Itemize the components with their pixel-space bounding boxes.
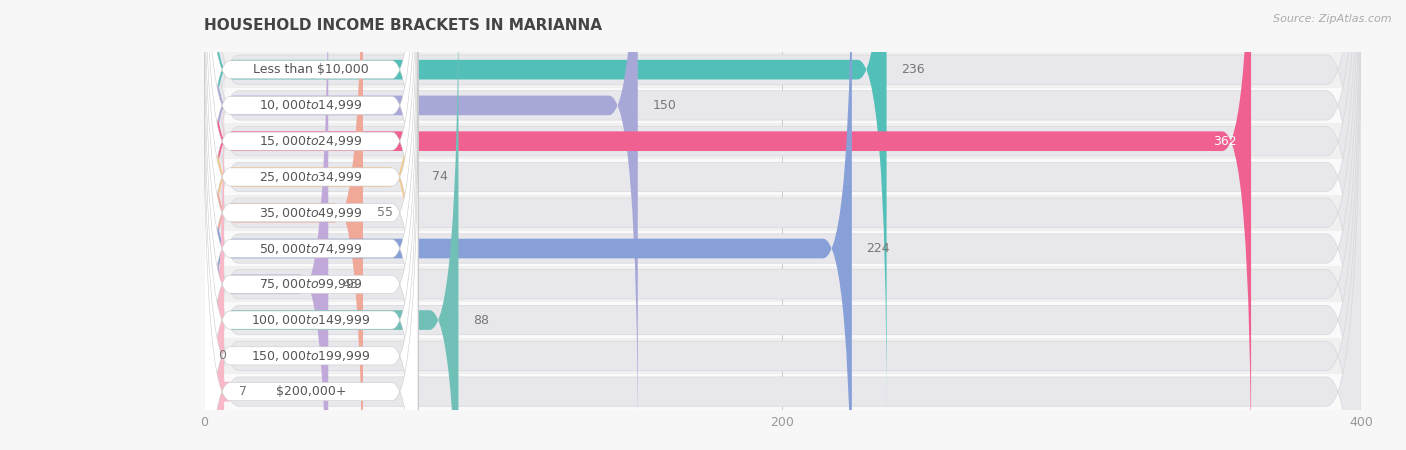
Text: Source: ZipAtlas.com: Source: ZipAtlas.com: [1274, 14, 1392, 23]
FancyBboxPatch shape: [204, 0, 1361, 450]
Text: HOUSEHOLD INCOME BRACKETS IN MARIANNA: HOUSEHOLD INCOME BRACKETS IN MARIANNA: [204, 18, 602, 33]
FancyBboxPatch shape: [204, 0, 418, 450]
FancyBboxPatch shape: [204, 0, 328, 450]
FancyBboxPatch shape: [204, 0, 418, 450]
FancyBboxPatch shape: [204, 0, 1361, 450]
FancyBboxPatch shape: [204, 0, 887, 418]
FancyBboxPatch shape: [204, 0, 1361, 450]
Text: 74: 74: [433, 171, 449, 184]
FancyBboxPatch shape: [195, 44, 233, 450]
FancyBboxPatch shape: [204, 0, 1361, 450]
Bar: [204, 195, 1361, 230]
FancyBboxPatch shape: [204, 0, 418, 418]
Bar: [204, 374, 1361, 410]
FancyBboxPatch shape: [204, 0, 458, 450]
Text: 236: 236: [901, 63, 925, 76]
Bar: [204, 302, 1361, 338]
FancyBboxPatch shape: [204, 0, 1361, 450]
Text: 362: 362: [1213, 135, 1237, 148]
Text: Less than $10,000: Less than $10,000: [253, 63, 368, 76]
FancyBboxPatch shape: [204, 0, 1251, 450]
FancyBboxPatch shape: [204, 0, 852, 450]
FancyBboxPatch shape: [204, 0, 1361, 450]
Bar: [204, 230, 1361, 266]
FancyBboxPatch shape: [204, 0, 418, 382]
Text: $35,000 to $49,999: $35,000 to $49,999: [259, 206, 363, 220]
FancyBboxPatch shape: [204, 0, 1361, 450]
FancyBboxPatch shape: [204, 0, 1361, 450]
Text: $15,000 to $24,999: $15,000 to $24,999: [259, 134, 363, 148]
Text: 43: 43: [343, 278, 359, 291]
Bar: [204, 88, 1361, 123]
FancyBboxPatch shape: [204, 0, 363, 450]
FancyBboxPatch shape: [204, 0, 418, 450]
Text: $75,000 to $99,999: $75,000 to $99,999: [259, 277, 363, 291]
Text: 150: 150: [652, 99, 676, 112]
Text: $150,000 to $199,999: $150,000 to $199,999: [252, 349, 371, 363]
Text: 0: 0: [218, 349, 226, 362]
FancyBboxPatch shape: [204, 7, 418, 450]
Bar: [204, 123, 1361, 159]
FancyBboxPatch shape: [204, 0, 1361, 450]
Text: 224: 224: [866, 242, 890, 255]
Bar: [204, 52, 1361, 88]
FancyBboxPatch shape: [204, 79, 418, 450]
FancyBboxPatch shape: [204, 0, 1361, 450]
FancyBboxPatch shape: [204, 43, 418, 450]
FancyBboxPatch shape: [204, 0, 418, 450]
FancyBboxPatch shape: [204, 0, 418, 450]
Bar: [204, 159, 1361, 195]
Text: 88: 88: [472, 314, 489, 327]
Bar: [204, 266, 1361, 302]
Text: $50,000 to $74,999: $50,000 to $74,999: [259, 242, 363, 256]
Text: $100,000 to $149,999: $100,000 to $149,999: [252, 313, 371, 327]
FancyBboxPatch shape: [204, 0, 638, 450]
Text: $25,000 to $34,999: $25,000 to $34,999: [259, 170, 363, 184]
Text: 55: 55: [377, 206, 394, 219]
FancyBboxPatch shape: [204, 0, 418, 450]
Bar: [204, 338, 1361, 374]
Text: $200,000+: $200,000+: [276, 385, 346, 398]
Text: 7: 7: [239, 385, 246, 398]
Text: $10,000 to $14,999: $10,000 to $14,999: [259, 99, 363, 112]
